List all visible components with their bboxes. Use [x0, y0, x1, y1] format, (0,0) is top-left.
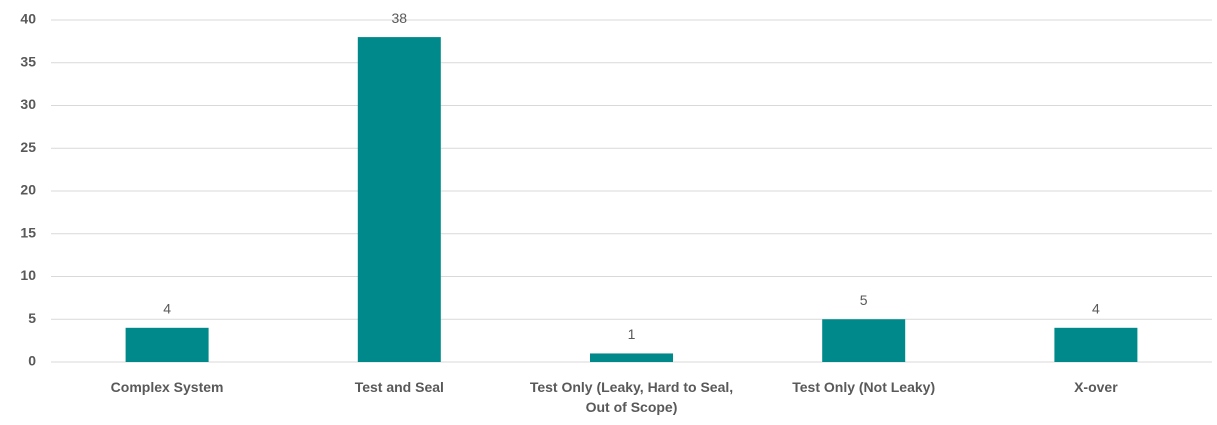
bar — [125, 327, 209, 362]
x-tick-label: Complex System — [110, 379, 224, 395]
x-tick-label: X-over — [1074, 379, 1118, 395]
data-label: 5 — [860, 292, 868, 308]
x-tick-label: Test Only (Not Leaky) — [792, 379, 936, 395]
x-tick-label: Test Only (Leaky, Hard to Seal, Out of S… — [529, 379, 734, 415]
y-tick-label: 40 — [20, 11, 36, 27]
y-tick-label: 25 — [20, 139, 36, 155]
y-tick-label: 20 — [20, 182, 36, 198]
bar — [357, 37, 441, 362]
data-label: 4 — [163, 301, 171, 317]
y-tick-label: 35 — [20, 53, 36, 69]
bar — [590, 353, 673, 362]
data-label: 4 — [1092, 301, 1100, 317]
bar — [822, 319, 906, 362]
y-tick-label: 0 — [28, 353, 36, 369]
data-label: 38 — [392, 10, 408, 26]
x-tick-label: Test and Seal — [354, 379, 444, 395]
y-tick-label: 30 — [20, 96, 36, 112]
y-tick-label: 5 — [28, 310, 36, 326]
data-label: 1 — [628, 326, 636, 342]
bar — [1054, 327, 1138, 362]
y-tick-label: 10 — [20, 267, 36, 283]
y-tick-label: 15 — [20, 224, 36, 240]
